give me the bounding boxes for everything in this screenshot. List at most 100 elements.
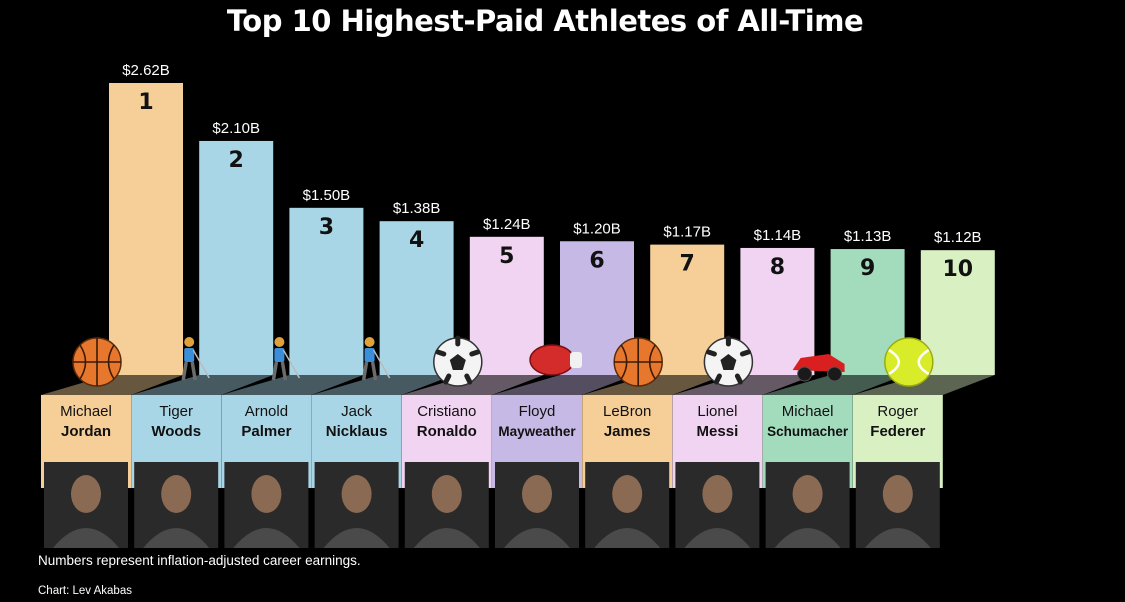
footnote: Numbers represent inflation-adjusted car… [38, 553, 361, 568]
golfer-icon [181, 337, 210, 381]
bar-floor-shadow [582, 375, 725, 395]
rank-label: 9 [860, 256, 875, 281]
ball-panel [449, 354, 466, 370]
value-label: $2.10B [212, 120, 260, 137]
soccer-ball-icon [703, 335, 754, 387]
bar [289, 207, 364, 375]
bar-floor-shadow [131, 375, 274, 395]
last-name: Palmer [241, 423, 291, 440]
race-car-icon [792, 354, 845, 382]
athlete-photo [495, 462, 579, 548]
athlete-photo [134, 462, 219, 548]
bar-floor-shadow [852, 375, 995, 395]
ball-panel [720, 354, 737, 370]
head-silhouette [431, 475, 462, 513]
shoulders-silhouette [504, 528, 570, 548]
first-name: Floyd [519, 403, 556, 420]
value-label: $1.38B [393, 200, 441, 217]
value-label: $1.12B [934, 229, 982, 246]
head-silhouette [522, 475, 552, 513]
athlete-column: $1.12B 10 Roger Federer [852, 229, 995, 548]
rank-label: 5 [499, 244, 514, 269]
rank-label: 10 [942, 257, 973, 282]
golfer-legs [181, 361, 197, 381]
glove-body [529, 344, 575, 376]
rank-label: 6 [589, 248, 604, 273]
bar-floor-shadow [41, 375, 183, 395]
shoulders-silhouette [233, 528, 300, 548]
shoulders-silhouette [413, 528, 480, 548]
last-name: Ronaldo [417, 423, 477, 440]
first-name: LeBron [603, 403, 651, 420]
bar [469, 236, 544, 375]
athlete-column: $1.24B 5 Cristiano Ronaldo [401, 216, 544, 548]
rank-label: 8 [770, 255, 785, 280]
head-silhouette [341, 475, 372, 513]
bar-floor-shadow [401, 375, 544, 395]
athlete-column: $1.20B 6 Floyd Mayweather [492, 220, 634, 548]
athlete-column: $1.50B 3 Arnold Palmer [221, 187, 364, 548]
ball-panels-outer [435, 335, 481, 385]
ball-body [884, 337, 934, 387]
head-silhouette [161, 475, 192, 513]
shoulders-silhouette [323, 528, 390, 548]
last-name: Woods [151, 423, 201, 440]
athlete-photo [585, 462, 670, 548]
golfer-legs [271, 361, 288, 381]
chart-credit: Chart: Lev Akabas [38, 585, 132, 597]
tennis-ball-icon [884, 337, 934, 387]
head-silhouette [702, 475, 733, 513]
ball-seams [888, 348, 930, 376]
golfer-shirt [364, 348, 375, 362]
bar-floor-shadow [492, 375, 634, 395]
first-name: Jack [341, 403, 372, 420]
athlete-photo [855, 462, 940, 548]
athlete-photo [314, 462, 399, 548]
athlete-photo [765, 462, 850, 548]
rank-label: 7 [680, 252, 695, 277]
shoulders-silhouette [594, 528, 661, 548]
first-name: Michael [782, 403, 834, 420]
head-silhouette [792, 475, 823, 513]
shoulders-silhouette [684, 528, 751, 548]
glove-cuff [570, 352, 582, 368]
bar [109, 83, 183, 375]
athlete-photo [224, 462, 309, 548]
athlete-column: $1.38B 4 Jack Nicklaus [311, 200, 454, 548]
car-wheel [827, 366, 843, 382]
head-silhouette [612, 475, 643, 513]
last-name: Nicklaus [326, 423, 388, 440]
car-wheel [797, 366, 813, 382]
last-name: Federer [870, 423, 925, 440]
athlete-column: $2.10B 2 Tiger Woods [131, 120, 274, 548]
golfer-shirt [184, 348, 195, 362]
value-label: $1.17B [663, 224, 711, 241]
ball-panels-outer [705, 335, 751, 385]
golf-club [282, 349, 301, 379]
golf-club [372, 349, 391, 379]
golfer-head [274, 337, 285, 347]
soccer-ball-icon [433, 335, 483, 387]
rank-label: 1 [138, 90, 153, 115]
bar-floor-shadow [672, 375, 815, 395]
first-name: Roger [877, 403, 918, 420]
bar [199, 140, 274, 375]
rank-label: 3 [319, 215, 334, 240]
athlete-column: $1.17B 7 LeBron James [582, 224, 725, 548]
athlete-column: $1.14B 8 Lionel Messi [672, 227, 815, 548]
head-silhouette [882, 475, 913, 513]
shoulders-silhouette [143, 528, 210, 548]
basketball-icon [613, 337, 663, 387]
head-silhouette [251, 475, 282, 513]
bar-floor-shadow [221, 375, 364, 395]
rank-label: 4 [409, 228, 424, 253]
chart-title: Top 10 Highest-Paid Athletes of All-Time [226, 4, 864, 38]
value-label: $1.50B [303, 187, 351, 204]
last-name: James [604, 423, 651, 440]
last-name: Schumacher [767, 424, 849, 439]
golfer-head [364, 337, 375, 347]
athlete-column: $2.62B 1 Michael Jordan [41, 62, 183, 548]
value-label: $1.13B [844, 228, 892, 245]
bar-floor-shadow [762, 375, 905, 395]
